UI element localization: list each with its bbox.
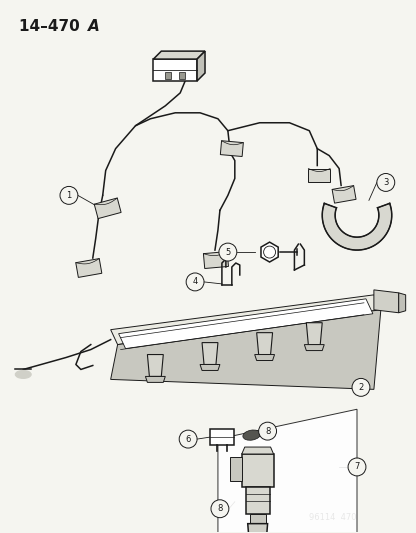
Polygon shape [202, 343, 218, 365]
Circle shape [211, 500, 229, 518]
Text: 1: 1 [66, 191, 72, 200]
Ellipse shape [243, 430, 260, 440]
Text: 7: 7 [354, 463, 360, 472]
Text: 4: 4 [193, 277, 198, 286]
Polygon shape [332, 185, 356, 203]
Polygon shape [146, 376, 165, 382]
Text: 6: 6 [186, 434, 191, 443]
Ellipse shape [15, 370, 31, 378]
Polygon shape [399, 293, 406, 313]
Polygon shape [197, 51, 205, 81]
Circle shape [352, 378, 370, 397]
Polygon shape [257, 333, 272, 354]
Polygon shape [308, 168, 330, 182]
Polygon shape [179, 72, 185, 79]
Polygon shape [203, 252, 228, 269]
Circle shape [60, 187, 78, 204]
Polygon shape [94, 198, 121, 219]
Circle shape [179, 430, 197, 448]
Polygon shape [165, 72, 171, 79]
Text: A: A [88, 19, 99, 34]
Polygon shape [220, 141, 243, 157]
Polygon shape [305, 345, 324, 351]
Polygon shape [242, 454, 274, 487]
Polygon shape [248, 523, 267, 533]
Text: 96114  470: 96114 470 [310, 513, 357, 522]
Polygon shape [230, 457, 242, 481]
Polygon shape [306, 322, 322, 345]
Polygon shape [261, 242, 278, 262]
Text: 2: 2 [358, 383, 364, 392]
Polygon shape [246, 487, 270, 514]
Polygon shape [374, 290, 399, 313]
Polygon shape [322, 204, 392, 250]
Polygon shape [147, 354, 163, 376]
Polygon shape [242, 447, 274, 454]
Polygon shape [255, 354, 275, 360]
Text: 8: 8 [217, 504, 223, 513]
Polygon shape [111, 310, 381, 389]
Circle shape [259, 422, 277, 440]
Polygon shape [76, 259, 102, 277]
Circle shape [348, 458, 366, 476]
Polygon shape [154, 59, 197, 81]
Text: 14–470: 14–470 [19, 19, 85, 34]
Text: 8: 8 [265, 426, 270, 435]
Text: 3: 3 [383, 178, 389, 187]
Circle shape [219, 243, 237, 261]
Polygon shape [200, 365, 220, 370]
Polygon shape [218, 409, 357, 533]
Circle shape [186, 273, 204, 291]
Polygon shape [111, 295, 381, 345]
Polygon shape [250, 514, 265, 523]
Polygon shape [119, 299, 373, 349]
Polygon shape [154, 51, 205, 59]
Text: 5: 5 [225, 247, 230, 256]
Circle shape [377, 173, 395, 191]
Polygon shape [210, 429, 234, 445]
